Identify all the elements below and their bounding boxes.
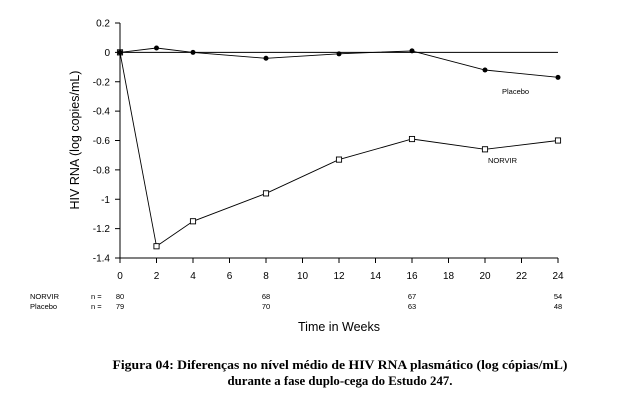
n-table-value: 67 xyxy=(408,292,416,301)
y-tick-label: -0.6 xyxy=(93,136,111,147)
x-tick-label: 20 xyxy=(479,271,491,282)
n-table-value: 63 xyxy=(408,302,416,311)
norvir-point xyxy=(554,137,562,144)
n-table-row-label: Placebo xyxy=(30,302,57,311)
n-table-value: 48 xyxy=(554,302,562,311)
placebo-point xyxy=(117,49,123,55)
y-tick-label: -0.2 xyxy=(93,77,111,88)
y-tick-label: -1.2 xyxy=(93,224,111,235)
x-tick-label: 22 xyxy=(516,271,528,282)
plot-area: 0.20-0.2-0.4-0.6-0.8-1-1.2-1.40 2 4 6 8 10 12 1… xyxy=(93,19,564,283)
x-tick-label: 18 xyxy=(443,271,455,282)
x-tick-label: 14 xyxy=(370,271,382,282)
y-tick-label: -0.4 xyxy=(93,107,111,118)
placebo-point xyxy=(482,67,488,73)
x-tick-label: 24 xyxy=(552,271,564,282)
n-table-value: 70 xyxy=(262,302,270,311)
series-label-norvir: NORVIR xyxy=(488,156,518,165)
x-tick-label: 10 xyxy=(297,271,309,282)
placebo-line xyxy=(119,47,559,78)
placebo-point xyxy=(555,74,561,80)
n-table-value: 68 xyxy=(262,292,270,301)
y-tick-label: -1 xyxy=(101,195,110,206)
placebo-point xyxy=(263,55,269,61)
norvir-point xyxy=(262,190,270,197)
x-tick-label: 4 xyxy=(190,271,196,282)
x-tick-label: 2 xyxy=(154,271,160,282)
series-label-placebo: Placebo xyxy=(502,87,529,96)
x-axis-title: Time in Weeks xyxy=(298,320,380,334)
n-table-value: 80 xyxy=(116,292,124,301)
x-tick-label: 12 xyxy=(333,271,345,282)
placebo-point xyxy=(154,45,159,51)
y-tick-label: 0.2 xyxy=(96,19,110,30)
norvir-line xyxy=(119,52,559,248)
y-axis-title: HIV RNA (log copies/mL) xyxy=(68,71,82,210)
placebo-point xyxy=(409,48,415,54)
n-table: NORVIR n = 80 68 67 54 Placebo n = 79 70 63 48 xyxy=(30,292,562,311)
x-tick-label: 0 xyxy=(117,271,123,282)
x-tick-label: 6 xyxy=(227,271,233,282)
n-table-n-label: n = xyxy=(91,292,102,301)
norvir-point xyxy=(408,135,416,143)
x-tick-label: 16 xyxy=(406,271,418,282)
norvir-point xyxy=(189,218,197,225)
x-tick-label: 8 xyxy=(263,271,269,282)
n-table-n-label: n = xyxy=(91,302,102,311)
figure-caption-line-2: durante a fase duplo-cega do Estudo 247. xyxy=(228,373,453,388)
placebo-point xyxy=(336,51,342,57)
norvir-point xyxy=(335,156,343,163)
norvir-point xyxy=(153,243,160,250)
y-tick-label: 0 xyxy=(104,48,110,59)
y-tick-label: -1.4 xyxy=(93,254,111,265)
placebo-point xyxy=(190,49,196,55)
n-table-row-label: NORVIR xyxy=(30,292,60,301)
n-table-value: 79 xyxy=(116,302,124,311)
figure-caption-line-1: Figura 04: Diferenças no nível médio de … xyxy=(113,357,568,372)
norvir-point xyxy=(481,146,489,153)
n-table-value: 54 xyxy=(554,292,562,301)
y-tick-label: -0.8 xyxy=(93,165,111,176)
